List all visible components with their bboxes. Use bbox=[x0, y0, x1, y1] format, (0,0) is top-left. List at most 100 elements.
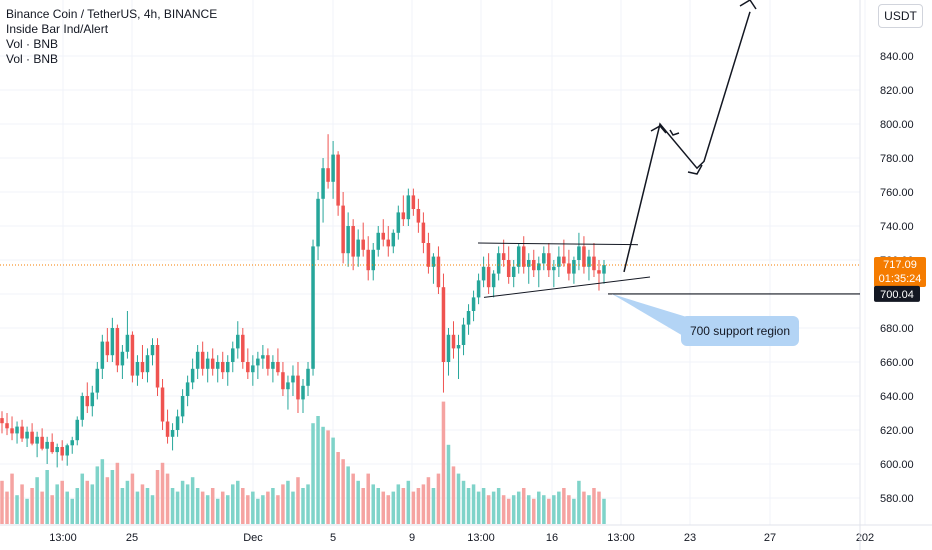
candle-body bbox=[276, 362, 280, 373]
candle-body bbox=[391, 232, 396, 247]
volume-bar bbox=[30, 488, 34, 524]
support-price-label: 700.04 bbox=[880, 289, 914, 301]
volume-bar bbox=[391, 491, 396, 524]
candles bbox=[0, 134, 606, 468]
legend-title[interactable]: Binance Coin / TetherUS, 4h, BINANCE bbox=[6, 7, 218, 21]
candle-body bbox=[185, 382, 190, 396]
candle-body bbox=[316, 198, 320, 247]
candle-body bbox=[175, 416, 180, 430]
volume-bar bbox=[236, 480, 240, 524]
candle-body bbox=[85, 396, 90, 407]
volume-bar bbox=[366, 473, 370, 524]
candle-body bbox=[190, 368, 195, 383]
legend-indicator[interactable]: Inside Bar Ind/Alert bbox=[6, 22, 109, 36]
callout-box bbox=[681, 316, 799, 346]
candle-body bbox=[356, 239, 360, 257]
candle-body bbox=[25, 431, 29, 439]
volume-bar bbox=[371, 484, 375, 524]
volume-bar bbox=[155, 470, 160, 524]
volume-bar bbox=[421, 484, 426, 524]
y-tick-label: 800.00 bbox=[880, 119, 914, 131]
candle-body bbox=[396, 212, 401, 233]
volume-bar bbox=[316, 416, 320, 524]
volume-bar bbox=[35, 477, 39, 524]
candle-body bbox=[526, 260, 531, 267]
x-tick-label: 5 bbox=[330, 532, 336, 544]
candle-body bbox=[45, 441, 49, 449]
candle-body bbox=[256, 358, 260, 366]
x-tick-label: 23 bbox=[684, 532, 696, 544]
volume-bar bbox=[577, 480, 581, 524]
currency-button[interactable]: USDT bbox=[878, 4, 923, 28]
volume-bar bbox=[195, 488, 200, 524]
volume-bar bbox=[125, 480, 130, 524]
x-tick-label: 13:00 bbox=[607, 532, 635, 544]
candle-body bbox=[261, 355, 265, 359]
volume-bar bbox=[587, 495, 591, 524]
candle-body bbox=[451, 334, 456, 349]
y-tick-label: 660.00 bbox=[880, 357, 914, 369]
volume-bar bbox=[481, 488, 486, 524]
candle-body bbox=[456, 345, 461, 349]
volume-bar bbox=[602, 498, 606, 524]
candle-body bbox=[120, 351, 125, 366]
volume-bar bbox=[266, 491, 270, 524]
volume-bar bbox=[15, 495, 19, 524]
countdown-label: 01:35:24 bbox=[879, 273, 922, 285]
volume-bar bbox=[65, 491, 69, 524]
candle-body bbox=[110, 328, 115, 356]
volume-bar bbox=[40, 491, 44, 524]
candle-body bbox=[471, 297, 476, 311]
volume-bar bbox=[552, 495, 556, 524]
current-price-label: 717.09 bbox=[883, 259, 917, 271]
volume-bar bbox=[135, 491, 140, 524]
candle-body bbox=[602, 265, 606, 274]
candle-body bbox=[130, 334, 135, 376]
y-tick-label: 840.00 bbox=[880, 51, 914, 63]
legend-volume-2[interactable]: Vol · BNB bbox=[6, 52, 59, 66]
candle-body bbox=[80, 396, 85, 420]
x-tick-label: Dec bbox=[243, 532, 263, 544]
projection-arrow-head bbox=[739, 0, 757, 10]
volume-bar bbox=[346, 466, 350, 524]
volume-bar bbox=[526, 495, 531, 524]
volume-bar bbox=[376, 488, 381, 524]
candle-body bbox=[361, 239, 365, 250]
volume-bar bbox=[511, 495, 516, 524]
candle-body bbox=[557, 256, 561, 267]
volume-bar bbox=[451, 466, 456, 524]
volume-bar bbox=[50, 495, 54, 524]
x-tick-label: 25 bbox=[126, 532, 138, 544]
current-price-tag bbox=[874, 256, 926, 287]
candle-body bbox=[496, 253, 501, 274]
candle-body bbox=[145, 355, 150, 373]
y-tick-label: 600.00 bbox=[880, 459, 914, 471]
volume-bar bbox=[256, 498, 260, 524]
callout-pointer bbox=[612, 294, 690, 340]
candle-body bbox=[50, 441, 54, 453]
candle-body bbox=[100, 341, 105, 369]
candle-body bbox=[271, 362, 275, 369]
y-tick-label: 640.00 bbox=[880, 391, 914, 403]
legend-volume-1[interactable]: Vol · BNB bbox=[6, 37, 59, 51]
volume-bar bbox=[220, 491, 225, 524]
candle-body bbox=[195, 351, 200, 369]
volume-bar bbox=[476, 491, 481, 524]
volume-bar bbox=[271, 488, 275, 524]
candle-body bbox=[90, 392, 95, 407]
volume-bar bbox=[150, 495, 155, 524]
volume-bar bbox=[75, 488, 80, 524]
volume-bar bbox=[205, 495, 210, 524]
candle-body bbox=[5, 423, 9, 429]
callout-text: 700 support region bbox=[690, 324, 790, 338]
y-tick-label: 760.00 bbox=[880, 187, 914, 199]
volume-bar bbox=[70, 498, 74, 524]
candle-body bbox=[281, 372, 285, 390]
x-tick-label: 13:00 bbox=[467, 532, 495, 544]
candle-body bbox=[205, 358, 210, 369]
volume-bar bbox=[582, 491, 586, 524]
candle-body bbox=[220, 362, 225, 373]
projection-arrow-head bbox=[650, 125, 667, 134]
volume-bar bbox=[0, 480, 4, 524]
